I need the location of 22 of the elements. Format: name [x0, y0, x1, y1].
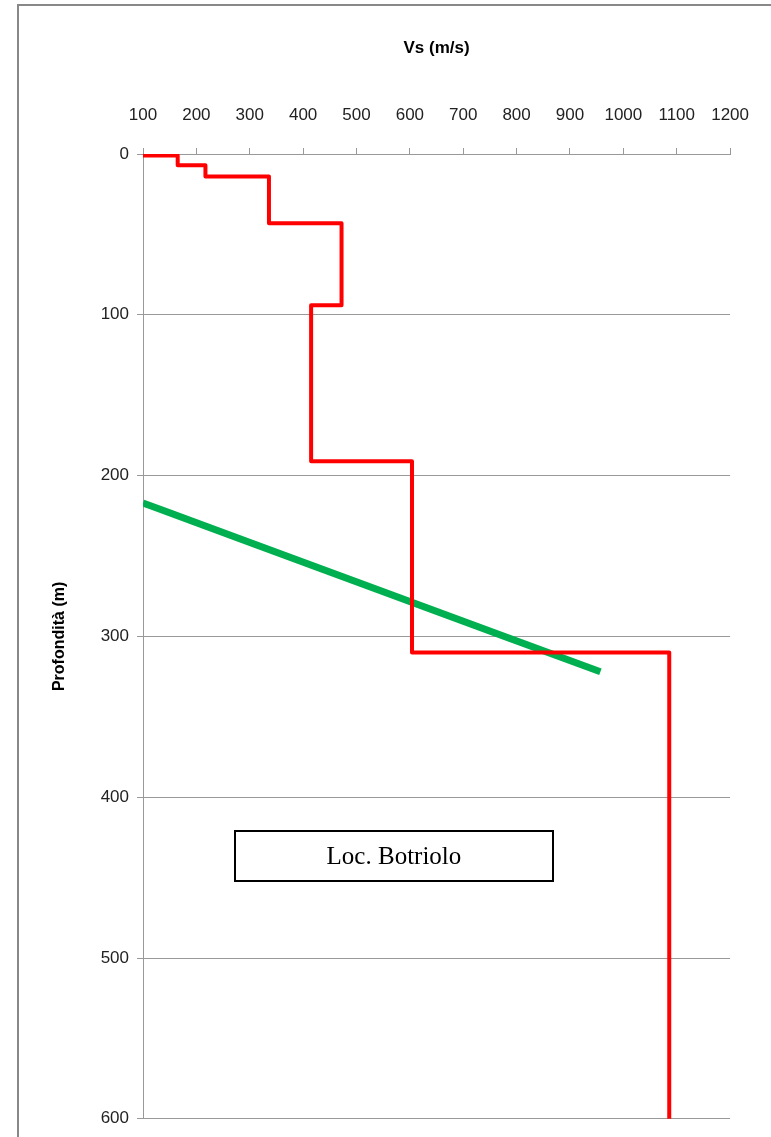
- y-tick-label: 600: [100, 1108, 129, 1128]
- x-tick-label: 300: [235, 105, 264, 125]
- x-tick-label: 800: [502, 105, 531, 125]
- y-axis-title: Profondità (m): [50, 581, 68, 692]
- x-tick-label: 500: [342, 105, 371, 125]
- x-tick-label: 100: [128, 105, 158, 125]
- x-tick-label: 1100: [658, 105, 695, 125]
- y-tick-label: 300: [100, 626, 129, 646]
- label-box: Loc. Botriolo: [234, 830, 554, 883]
- x-tick-label: 900: [555, 105, 585, 125]
- x-axis-title: Vs (m/s): [403, 37, 470, 57]
- y-tick-label: 0: [119, 143, 129, 163]
- y-tick-label: 200: [100, 465, 129, 485]
- y-tick-label: 500: [100, 947, 129, 967]
- x-tick-label: 1200: [711, 105, 749, 125]
- x-tick-label: 200: [182, 105, 211, 125]
- y-tick-label: 400: [100, 786, 129, 806]
- x-tick-label: 400: [288, 105, 318, 125]
- x-tick-label: 1000: [604, 105, 643, 125]
- y-tick-label: 100: [100, 304, 129, 324]
- x-tick-label: 700: [449, 105, 478, 125]
- x-tick-label: 600: [395, 105, 425, 125]
